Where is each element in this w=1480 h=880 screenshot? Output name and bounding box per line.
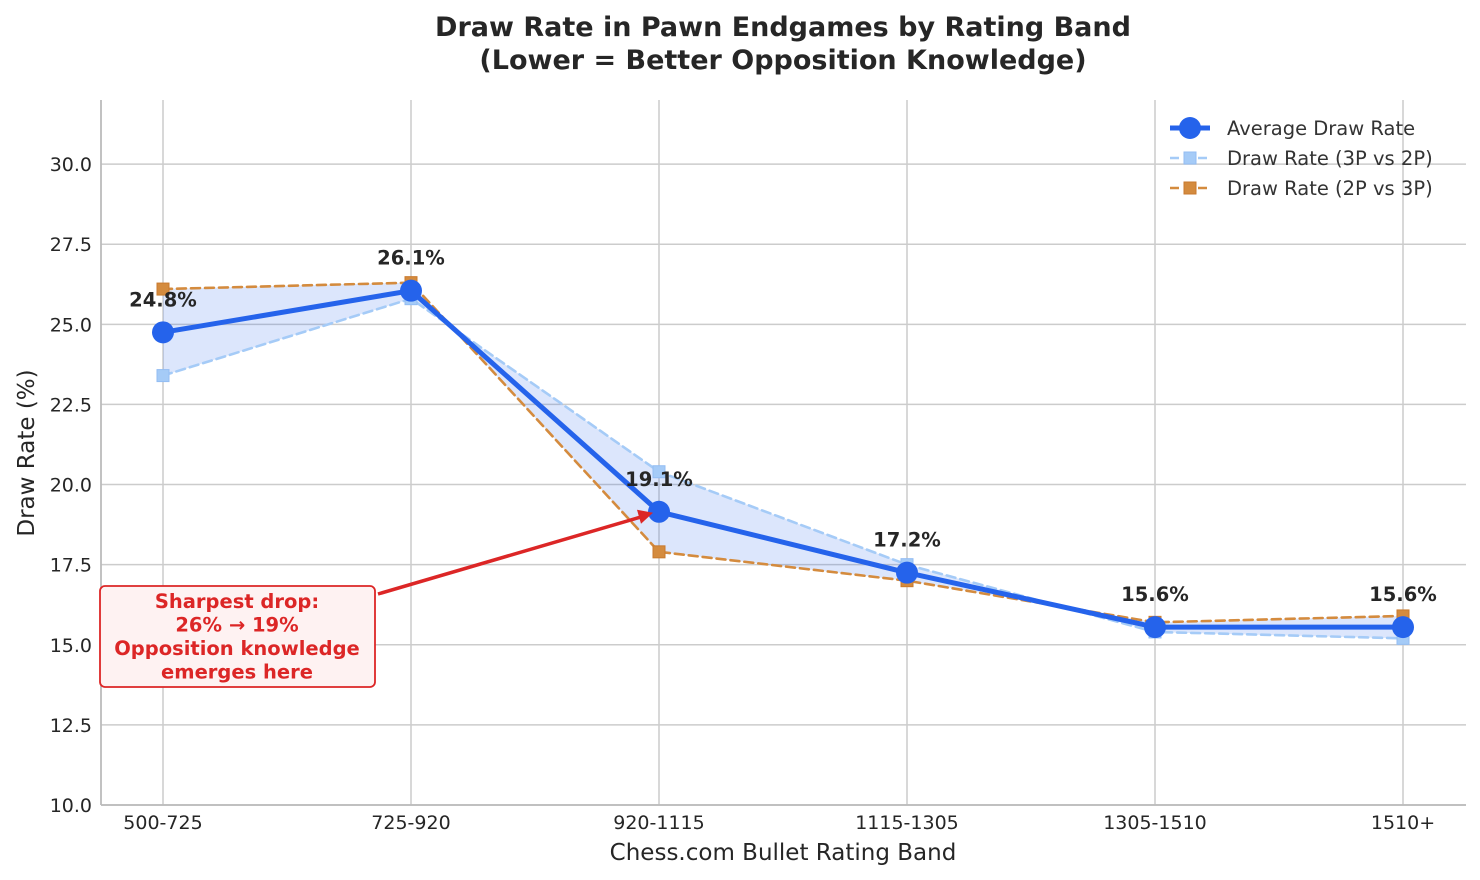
data-point [152,321,174,344]
y-tick-label: 15.0 [50,635,92,657]
annotation-text: Sharpest drop: [155,590,319,613]
data-label: 17.2% [873,529,941,552]
y-axis-label: Draw Rate (%) [14,369,40,536]
x-tick-label: 1305-1510 [1103,812,1207,834]
y-tick-label: 20.0 [50,475,92,497]
series-line [160,288,1406,630]
legend-marker [1183,151,1197,165]
x-axis-label: Chess.com Bullet Rating Band [610,840,957,866]
data-point [1144,616,1166,639]
y-tick-label: 22.5 [50,394,92,416]
data-labels: 24.8% 26.1% 19.1% 17.2% 15.6% 15.6% [129,247,1437,606]
data-point [156,282,170,296]
legend: Average Draw Rate Draw Rate (3P vs 2P) Dra… [1170,117,1433,200]
x-tick-label: 500-725 [123,812,202,834]
chart-title-line-2: (Lower = Better Opposition Knowledge) [479,45,1086,76]
y-tick-label: 17.5 [50,555,92,577]
data-point [896,561,918,584]
annotation-arrow [377,514,646,596]
x-tick-label: 725-920 [371,812,450,834]
y-tick-label: 30.0 [50,154,92,176]
annotation-text: Opposition knowledge [114,637,360,660]
data-point [648,500,670,523]
data-point [652,465,666,479]
annotation-text: emerges here [161,661,313,684]
series-line [161,281,1405,624]
data-label: 24.8% [129,288,197,311]
y-tick-label: 27.5 [50,234,92,256]
y-tick-label: 25.0 [50,314,92,336]
annotation: Sharpest drop:26% → 19%Opposition knowle… [99,509,653,688]
data-point [156,369,170,383]
y-tick-label: 12.5 [50,715,92,737]
data-point [1392,616,1414,639]
legend-label: Draw Rate (3P vs 2P) [1227,147,1433,170]
x-tick-label: 1510+ [1371,812,1435,834]
legend-marker [1179,117,1201,139]
shaded-band-area [163,282,1403,639]
grid [101,100,1466,806]
data-label: 15.6% [1121,583,1189,606]
axes: 10.0 12.5 15.0 17.5 20.0 22.5 25.0 27.5 30.0 500-… [50,100,1466,834]
data-label: 15.6% [1369,583,1437,606]
legend-label: Draw Rate (2P vs 3P) [1227,177,1433,200]
x-tick-label: 1115-1305 [855,812,959,834]
data-point [652,545,666,559]
legend-label: Average Draw Rate [1227,117,1415,140]
data-point [400,279,422,302]
legend-marker [1183,181,1197,195]
series-line [161,297,1405,640]
chart-title-line-1: Draw Rate in Pawn Endgames by Rating Ban… [435,12,1131,43]
data-label: 19.1% [625,468,693,491]
series-lines [152,276,1414,645]
data-label: 26.1% [377,247,445,270]
shaded-band [163,282,1403,639]
x-tick-label: 920-1115 [613,812,704,834]
annotation-text: 26% → 19% [175,614,298,637]
annotation-box [99,585,376,688]
annotation-arrowhead [637,509,653,524]
y-tick-label: 10.0 [50,795,92,817]
